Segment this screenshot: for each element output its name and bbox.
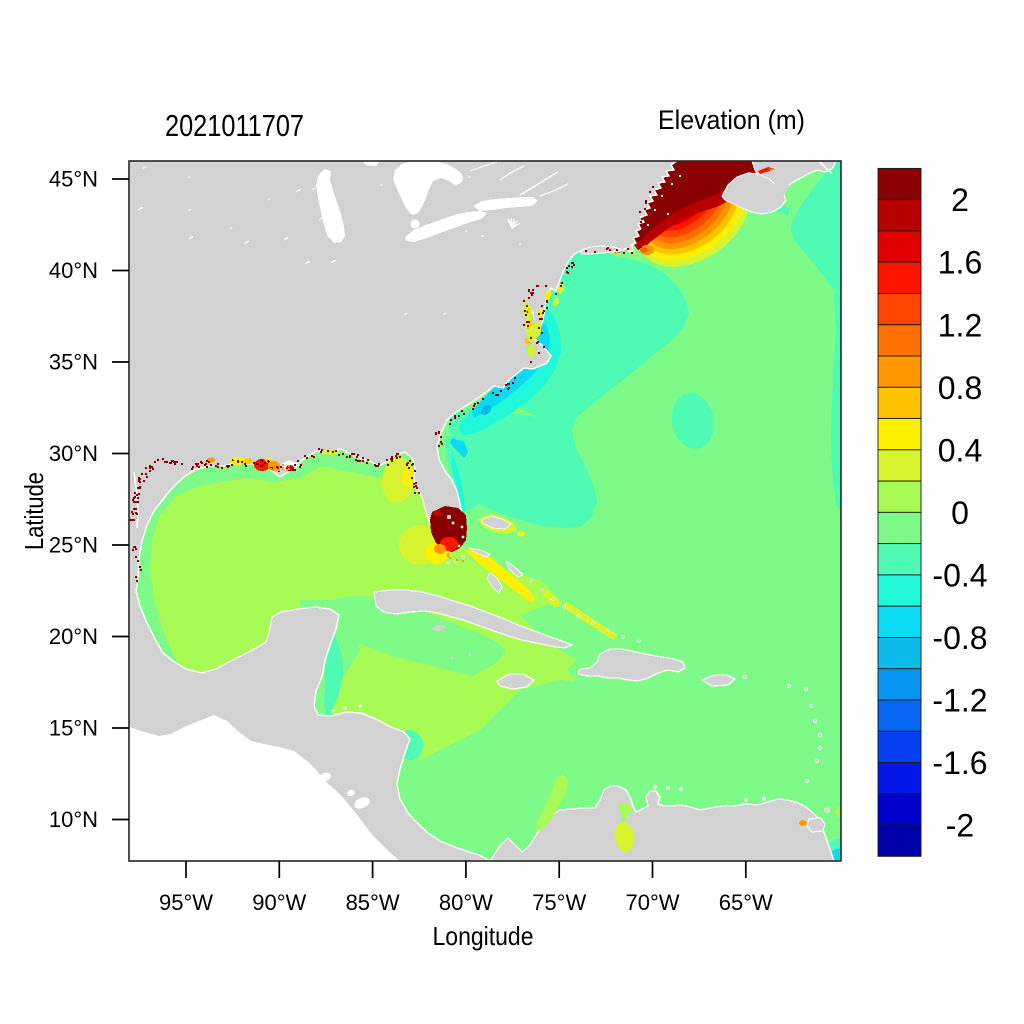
svg-text:10°N: 10°N (49, 807, 98, 832)
svg-text:-1.6: -1.6 (932, 745, 987, 781)
svg-text:20°N: 20°N (49, 624, 98, 649)
svg-text:0: 0 (951, 495, 969, 531)
svg-text:2: 2 (951, 182, 969, 218)
svg-text:Longitude: Longitude (433, 921, 534, 951)
svg-text:Latitude: Latitude (19, 472, 49, 550)
svg-text:-2: -2 (946, 808, 974, 844)
svg-text:1.6: 1.6 (938, 245, 982, 281)
svg-text:80°W: 80°W (439, 890, 493, 915)
svg-text:Elevation (m): Elevation (m) (658, 105, 805, 135)
svg-text:15°N: 15°N (49, 716, 98, 741)
svg-text:0.8: 0.8 (938, 370, 982, 406)
svg-text:70°W: 70°W (625, 890, 679, 915)
svg-text:-1.2: -1.2 (932, 683, 987, 719)
svg-text:75°W: 75°W (532, 890, 586, 915)
svg-text:95°W: 95°W (159, 890, 213, 915)
svg-text:65°W: 65°W (719, 890, 773, 915)
svg-text:1.2: 1.2 (938, 307, 982, 343)
svg-text:85°W: 85°W (346, 890, 400, 915)
svg-text:0.4: 0.4 (938, 432, 982, 468)
svg-text:2021011707: 2021011707 (165, 108, 304, 143)
svg-text:45°N: 45°N (49, 167, 98, 192)
svg-text:40°N: 40°N (49, 258, 98, 283)
svg-text:35°N: 35°N (49, 350, 98, 375)
svg-text:30°N: 30°N (49, 441, 98, 466)
svg-text:90°W: 90°W (252, 890, 306, 915)
svg-text:25°N: 25°N (49, 533, 98, 558)
svg-text:-0.8: -0.8 (932, 620, 987, 656)
svg-text:-0.4: -0.4 (932, 557, 987, 593)
